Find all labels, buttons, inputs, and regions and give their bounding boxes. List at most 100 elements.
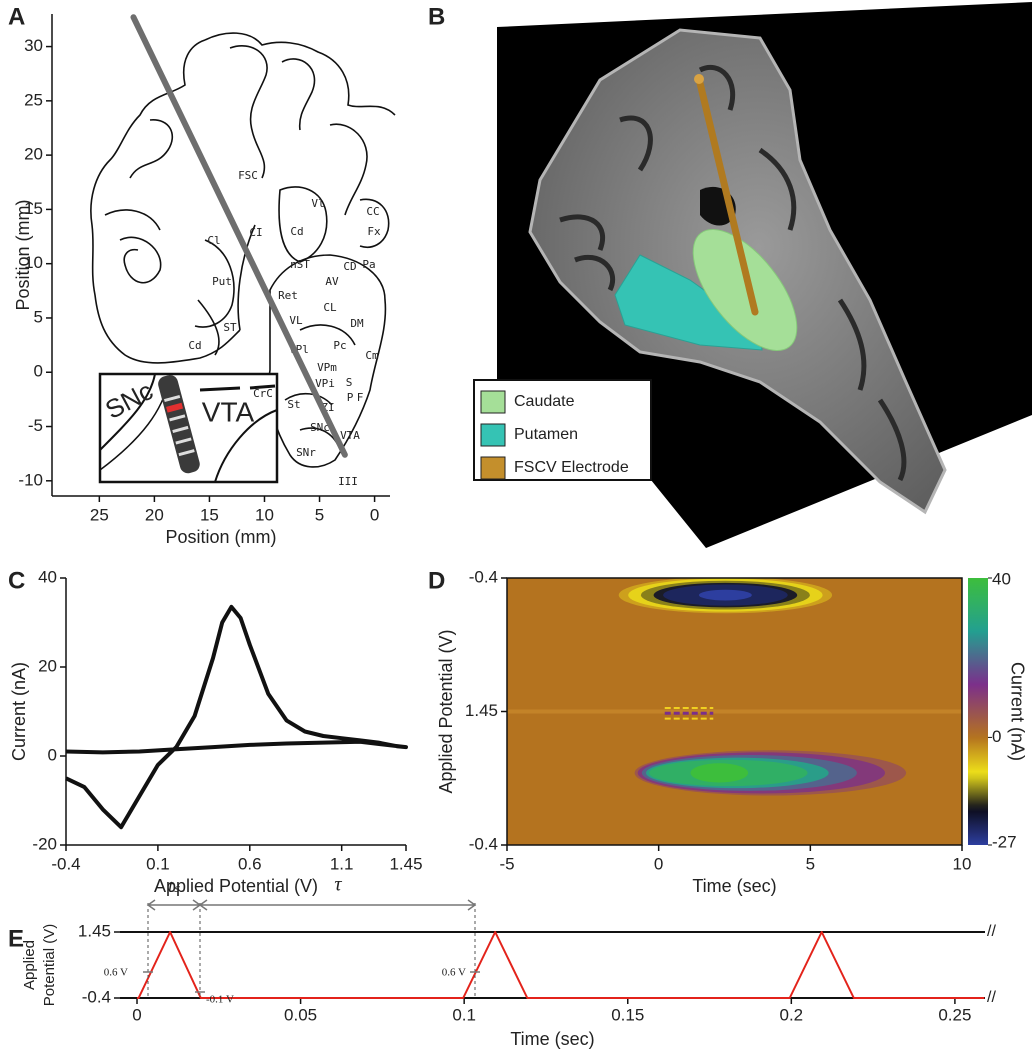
span-arrow (198, 899, 477, 911)
atlas-label: VPi (315, 377, 335, 390)
legend-swatch (480, 456, 506, 480)
x-axis-label: Time (sec) (692, 876, 776, 896)
x-tick-label: 10 (953, 854, 972, 873)
atlas-label: VPm (317, 361, 337, 374)
y-tick-label: -20 (32, 834, 57, 853)
atlas-label: Pc (333, 339, 346, 352)
x-tick-label: 0 (132, 1005, 141, 1024)
x-tick-label: 5 (806, 854, 815, 873)
span-arrow (146, 899, 202, 911)
y-tick-label: -0.4 (82, 987, 111, 1006)
atlas-label: CrC (253, 387, 273, 400)
atlas-label: Ret (278, 289, 298, 302)
heatmap-area (507, 578, 962, 845)
band (507, 709, 962, 714)
atlas-label: ST (223, 321, 237, 334)
atlas-label: FSC (238, 169, 258, 182)
annotation: tₛ (168, 876, 180, 896)
atlas-label: SNr (296, 446, 316, 459)
x-tick-label: 0 (370, 505, 379, 524)
x-axis-label: Applied Potential (V) (154, 876, 318, 896)
x-tick-label: 1.1 (330, 854, 354, 873)
atlas-label: AV (325, 275, 339, 288)
heat-peak (690, 763, 749, 783)
legend-swatch (480, 423, 506, 447)
atlas-outline (90, 32, 396, 468)
panel-label: C (8, 567, 25, 594)
x-tick-label: 0.15 (611, 1005, 644, 1024)
atlas-label: Vl (311, 197, 324, 210)
chart-layer: A 25 20 15 10 5 0 -10 -5 0 5 10 15 20 25 30 Position (mm… (8, 3, 1027, 1048)
inset-label: VTA (202, 396, 255, 427)
electrode (130, 14, 348, 458)
atlas-label: Pa (362, 258, 375, 271)
panel-label: E (8, 925, 24, 952)
colorbar-label: Current (nA) (1007, 662, 1027, 761)
panel-label: A (8, 3, 25, 30)
annotation: 0.6 V (442, 967, 466, 979)
legend-label: Putamen (514, 426, 578, 443)
x-tick-label: 0.2 (780, 1005, 804, 1024)
y-axis-label: Position (mm) (13, 199, 33, 310)
x-tick-label: 25 (90, 505, 109, 524)
x-tick-label: -0.4 (51, 854, 80, 873)
y-tick-label: -0.4 (469, 567, 498, 586)
annotation: -0.1 V (206, 994, 234, 1006)
y-tick-label: 5 (34, 307, 43, 326)
render (473, 2, 1032, 548)
x-tick-label: 10 (255, 505, 274, 524)
atlas-label: VTA (340, 429, 360, 442)
atlas-label: St (287, 398, 300, 411)
inset-probe (158, 375, 200, 474)
atlas-label: DM (350, 317, 364, 330)
y-tick-label: 20 (38, 656, 57, 675)
legend-label: Caudate (514, 393, 575, 410)
caudate (692, 229, 798, 351)
x-tick-label: 0.05 (284, 1005, 317, 1024)
x-tick-label: 1.45 (389, 854, 422, 873)
annotation: 0.6 V (104, 967, 128, 979)
atlas-label: Put (212, 275, 232, 288)
colorbar (968, 578, 988, 845)
inset: SNc VTA (98, 372, 279, 484)
x-tick-label: 5 (315, 505, 324, 524)
atlas-label: VL (289, 314, 303, 327)
colorbar-tick-label: 0 (992, 727, 1001, 746)
atlas-label: SNc (310, 421, 330, 434)
atlas-label: Fx (367, 225, 381, 238)
colorbar-tick-label: -27 (992, 832, 1017, 851)
atlas-label: III (338, 475, 358, 488)
colorbar-tick-label: 40 (992, 569, 1011, 588)
y-tick-label: 30 (24, 36, 43, 55)
inset-curve (214, 409, 278, 483)
y-tick-label: -10 (18, 470, 43, 489)
y-axis-label: Potential (V) (41, 924, 58, 1007)
data-line (65, 604, 408, 830)
x-tick-label: 0 (654, 854, 663, 873)
x-tick-label: 0.1 (452, 1005, 476, 1024)
y-tick-label: 40 (38, 567, 57, 586)
atlas-label: F (357, 391, 364, 404)
electrode-tip (694, 74, 704, 84)
y-axis-label: Current (nA) (9, 662, 29, 761)
x-axis-label: Time (sec) (510, 1029, 594, 1049)
atlas-label: CC (366, 205, 379, 218)
atlas-label: Cd (290, 225, 303, 238)
inset-curve (99, 373, 156, 451)
putamen (614, 254, 763, 351)
sulcus (559, 64, 907, 482)
x-axis-label: Position (mm) (165, 527, 276, 547)
y-tick-label: 0 (34, 362, 43, 381)
x-tick-label: 0.1 (146, 854, 170, 873)
x-tick-label: -5 (499, 854, 514, 873)
y-tick-label: 0 (48, 745, 57, 764)
legend-label: FSCV Electrode (514, 459, 629, 476)
x-tick-label: 0.25 (938, 1005, 971, 1024)
y-tick-label: -5 (28, 416, 43, 435)
x-tick-label: 0.6 (238, 854, 262, 873)
atlas-label: Cl (207, 234, 220, 247)
y-tick-label: -0.4 (469, 834, 498, 853)
